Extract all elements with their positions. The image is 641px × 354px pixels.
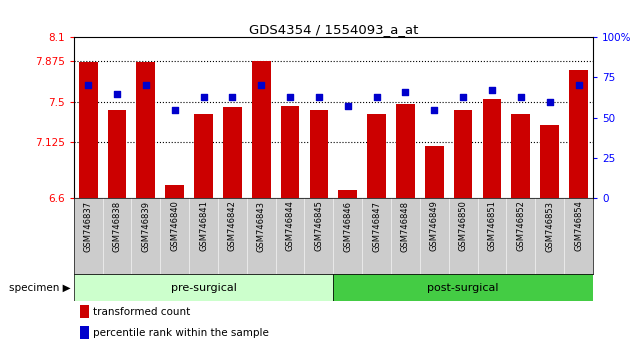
Point: [545, 99, 555, 104]
Point: [429, 107, 440, 113]
Point: [140, 82, 151, 88]
Bar: [454, 110, 472, 198]
Text: GSM746840: GSM746840: [170, 200, 179, 251]
Bar: [425, 145, 444, 198]
Text: GSM746842: GSM746842: [228, 200, 237, 251]
Bar: [540, 125, 559, 198]
Bar: [281, 106, 299, 198]
Title: GDS4354 / 1554093_a_at: GDS4354 / 1554093_a_at: [249, 23, 418, 36]
Text: GSM746854: GSM746854: [574, 200, 583, 251]
Point: [199, 94, 209, 99]
Bar: [483, 99, 501, 198]
Text: GSM746843: GSM746843: [256, 200, 266, 252]
Bar: [194, 114, 213, 198]
Bar: [338, 190, 357, 198]
Bar: [108, 110, 126, 198]
Text: GSM746839: GSM746839: [141, 200, 151, 252]
Text: percentile rank within the sample: percentile rank within the sample: [93, 328, 269, 338]
Bar: [74, 274, 333, 301]
Text: pre-surgical: pre-surgical: [171, 282, 237, 293]
Bar: [223, 107, 242, 198]
Text: transformed count: transformed count: [93, 307, 190, 316]
Point: [342, 104, 353, 109]
Point: [515, 94, 526, 99]
Point: [400, 89, 410, 95]
Text: GSM746848: GSM746848: [401, 200, 410, 252]
Bar: [137, 62, 155, 198]
Text: GSM746847: GSM746847: [372, 200, 381, 252]
Point: [372, 94, 382, 99]
Text: GSM746849: GSM746849: [429, 200, 439, 251]
Text: GSM746837: GSM746837: [83, 200, 93, 252]
Bar: [569, 70, 588, 198]
Bar: [80, 305, 89, 318]
Bar: [252, 61, 271, 198]
Point: [228, 94, 238, 99]
Bar: [310, 110, 328, 198]
Point: [83, 82, 94, 88]
Bar: [396, 104, 415, 198]
Bar: [165, 185, 184, 198]
Text: specimen ▶: specimen ▶: [9, 282, 71, 293]
Point: [574, 82, 584, 88]
Point: [458, 94, 468, 99]
Text: GSM746841: GSM746841: [199, 200, 208, 251]
Text: GSM746852: GSM746852: [516, 200, 526, 251]
Text: post-surgical: post-surgical: [428, 282, 499, 293]
Text: GSM746846: GSM746846: [343, 200, 353, 252]
Text: GSM746844: GSM746844: [285, 200, 295, 251]
Bar: [333, 274, 593, 301]
Point: [169, 107, 179, 113]
Point: [112, 91, 122, 96]
Bar: [79, 62, 97, 198]
Text: GSM746845: GSM746845: [314, 200, 324, 251]
Bar: [367, 114, 386, 198]
Bar: [80, 326, 89, 339]
Point: [256, 82, 267, 88]
Text: GSM746850: GSM746850: [458, 200, 468, 251]
Text: GSM746838: GSM746838: [112, 200, 122, 252]
Point: [285, 94, 295, 99]
Text: GSM746851: GSM746851: [487, 200, 497, 251]
Text: GSM746853: GSM746853: [545, 200, 554, 252]
Point: [487, 87, 497, 93]
Bar: [512, 114, 530, 198]
Point: [314, 94, 324, 99]
